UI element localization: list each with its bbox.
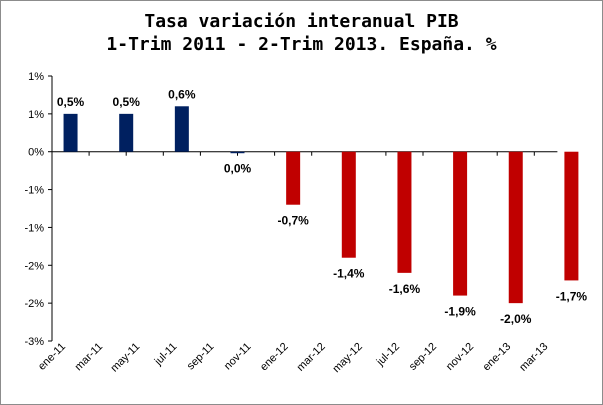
y-tick-label: 0% [28,147,44,159]
y-tick-label: -2% [24,298,44,310]
data-label: 0,5% [113,95,141,109]
chart-title-line-2: 1-Trim 2011 - 2-Trim 2013. España. % [106,34,497,55]
bar [119,113,134,152]
bar [230,151,245,154]
data-label: -0,7% [277,214,309,228]
x-tick-label: jul-11 [152,341,180,369]
x-tick-label: mar-11 [73,341,106,374]
data-label: 0,0% [224,162,252,176]
bar [341,151,356,258]
bar [63,113,78,152]
chart-title-line-1: Tasa variación interanual PIB [144,11,459,32]
y-tick-label: -3% [24,336,44,348]
x-tick-label: nov-12 [444,341,476,373]
x-tick-label: nov-11 [222,341,254,373]
bar [286,151,301,205]
bar [397,151,412,273]
data-label: 0,5% [57,95,85,109]
data-label: -2,0% [500,312,532,326]
x-tick-label: ene-13 [481,341,514,374]
data-label: -1,7% [556,289,588,303]
chart-title: Tasa variación interanual PIB 1-Trim 201… [0,10,603,56]
x-tick-label: mar-12 [295,341,328,374]
x-tick-label: jul-12 [374,341,402,369]
x-tick-label: may-11 [108,341,142,375]
data-label: -1,6% [389,282,421,296]
bar [453,151,468,296]
x-tick-label: mar-13 [517,341,550,374]
bar [508,151,523,304]
data-label: -1,4% [333,267,365,281]
y-tick-label: 1% [28,109,44,121]
x-tick-label: sep-11 [185,341,217,373]
data-label: 0,6% [168,87,196,101]
y-tick-label: 1% [28,71,44,83]
bar [174,106,189,152]
y-tick-label: -1% [24,185,44,197]
y-tick-label: -2% [24,260,44,272]
bar [564,151,579,281]
x-tick-label: sep-12 [407,341,439,373]
x-tick-label: may-12 [330,341,364,375]
y-tick-label: -1% [24,222,44,234]
x-tick-label: ene-12 [258,341,291,374]
data-label: -1,9% [444,305,476,319]
